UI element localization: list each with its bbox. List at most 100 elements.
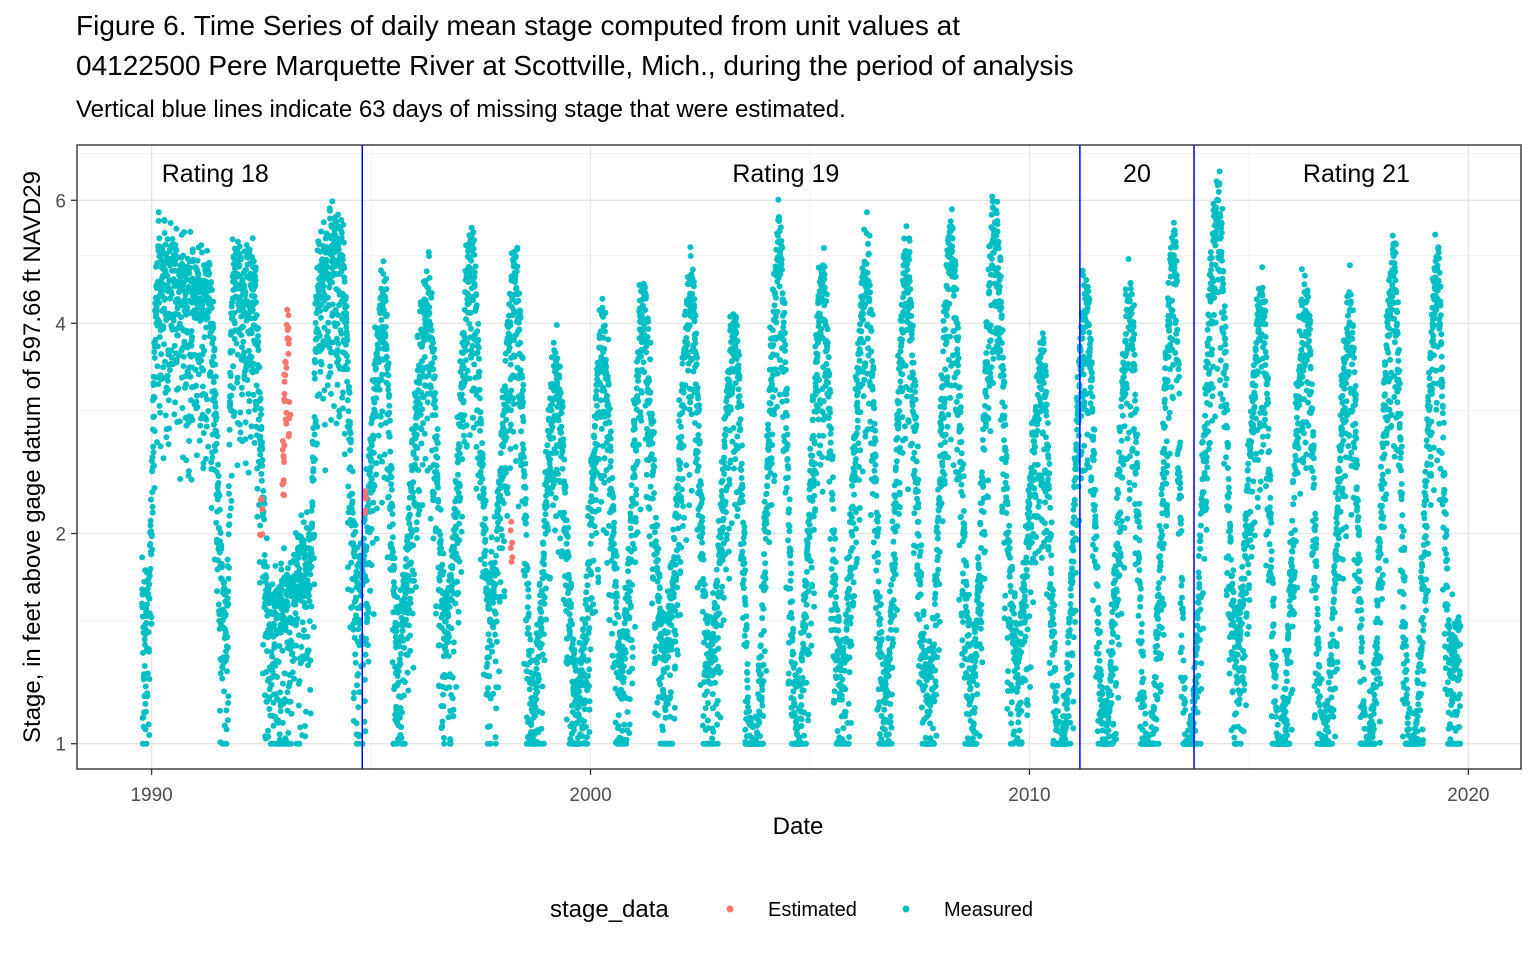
measured-point: [583, 734, 590, 741]
measured-point: [592, 486, 599, 493]
measured-point: [464, 367, 471, 374]
measured-point: [586, 683, 592, 690]
measured-point: [647, 389, 654, 396]
measured-point: [601, 455, 608, 462]
measured-point: [314, 423, 321, 430]
measured-point: [680, 523, 686, 529]
measured-point: [518, 428, 525, 435]
measured-point: [299, 619, 306, 626]
measured-point: [223, 726, 230, 733]
measured-point: [517, 314, 524, 321]
measured-point: [245, 391, 252, 397]
measured-point: [432, 446, 439, 453]
measured-point: [172, 242, 179, 249]
measured-point: [386, 391, 393, 398]
measured-point: [448, 625, 455, 632]
measured-point: [382, 333, 389, 339]
measured-point: [649, 440, 656, 447]
measured-point: [638, 389, 645, 396]
measured-point: [651, 529, 658, 536]
measured-point: [492, 631, 498, 638]
measured-point: [609, 630, 615, 637]
measured-point: [541, 657, 548, 664]
measured-point: [479, 476, 486, 483]
measured-point: [312, 359, 319, 366]
measured-point: [327, 370, 334, 376]
measured-point: [250, 360, 257, 367]
measured-point: [571, 727, 577, 734]
measured-point: [558, 410, 565, 416]
measured-point: [562, 484, 569, 491]
measured-point: [620, 663, 627, 670]
measured-point: [284, 565, 291, 572]
measured-point: [339, 394, 346, 401]
measured-point: [471, 237, 478, 244]
measured-point: [651, 464, 658, 470]
measured-point: [423, 268, 430, 275]
measured-point: [680, 389, 687, 396]
measured-point: [389, 511, 396, 517]
measured-point: [294, 615, 301, 622]
measured-point: [228, 497, 235, 504]
measured-point: [676, 397, 683, 404]
measured-point: [676, 466, 683, 473]
measured-point: [473, 302, 480, 309]
measured-point: [354, 544, 361, 551]
measured-point: [222, 629, 229, 635]
measured-point: [155, 381, 162, 388]
measured-point: [536, 580, 543, 587]
measured-point: [538, 641, 545, 648]
measured-point: [643, 471, 650, 478]
measured-point: [257, 522, 264, 529]
measured-point: [647, 483, 654, 490]
measured-point: [295, 702, 302, 709]
measured-point: [538, 725, 545, 732]
measured-point: [492, 581, 499, 588]
measured-point: [302, 723, 308, 729]
measured-point: [266, 694, 273, 701]
measured-point: [179, 405, 186, 411]
measured-point: [196, 437, 203, 444]
measured-point: [640, 359, 647, 366]
measured-point: [583, 636, 590, 643]
measured-point: [362, 651, 369, 658]
measured-point: [628, 637, 635, 644]
measured-point: [303, 708, 309, 715]
measured-point: [629, 654, 636, 660]
measured-point: [212, 391, 219, 397]
measured-point: [430, 535, 437, 542]
measured-point: [398, 724, 405, 731]
measured-point: [462, 357, 469, 364]
measured-point: [521, 454, 527, 460]
measured-point: [308, 507, 315, 514]
measured-point: [544, 442, 551, 449]
measured-point: [187, 373, 194, 380]
measured-point: [317, 314, 324, 321]
measured-point: [595, 574, 602, 581]
measured-point: [312, 417, 319, 424]
measured-point: [404, 669, 411, 676]
measured-point: [380, 270, 387, 277]
measured-point: [292, 601, 299, 608]
measured-point: [433, 610, 439, 617]
measured-point: [368, 562, 375, 569]
measured-point: [213, 440, 220, 447]
measured-point: [605, 412, 612, 419]
measured-point: [502, 357, 509, 364]
measured-point: [695, 463, 702, 470]
measured-point: [189, 417, 196, 423]
measured-point: [700, 556, 707, 563]
measured-point: [456, 450, 463, 457]
measured-point: [185, 468, 192, 475]
measured-point: [549, 424, 556, 431]
measured-point: [494, 536, 501, 543]
measured-point: [468, 257, 475, 264]
measured-point: [293, 642, 299, 649]
measured-point: [434, 440, 441, 447]
measured-point: [164, 377, 171, 384]
measured-point: [685, 367, 692, 374]
measured-point: [473, 443, 480, 450]
measured-point: [206, 261, 213, 268]
measured-point: [712, 656, 719, 663]
measured-point: [417, 411, 424, 418]
